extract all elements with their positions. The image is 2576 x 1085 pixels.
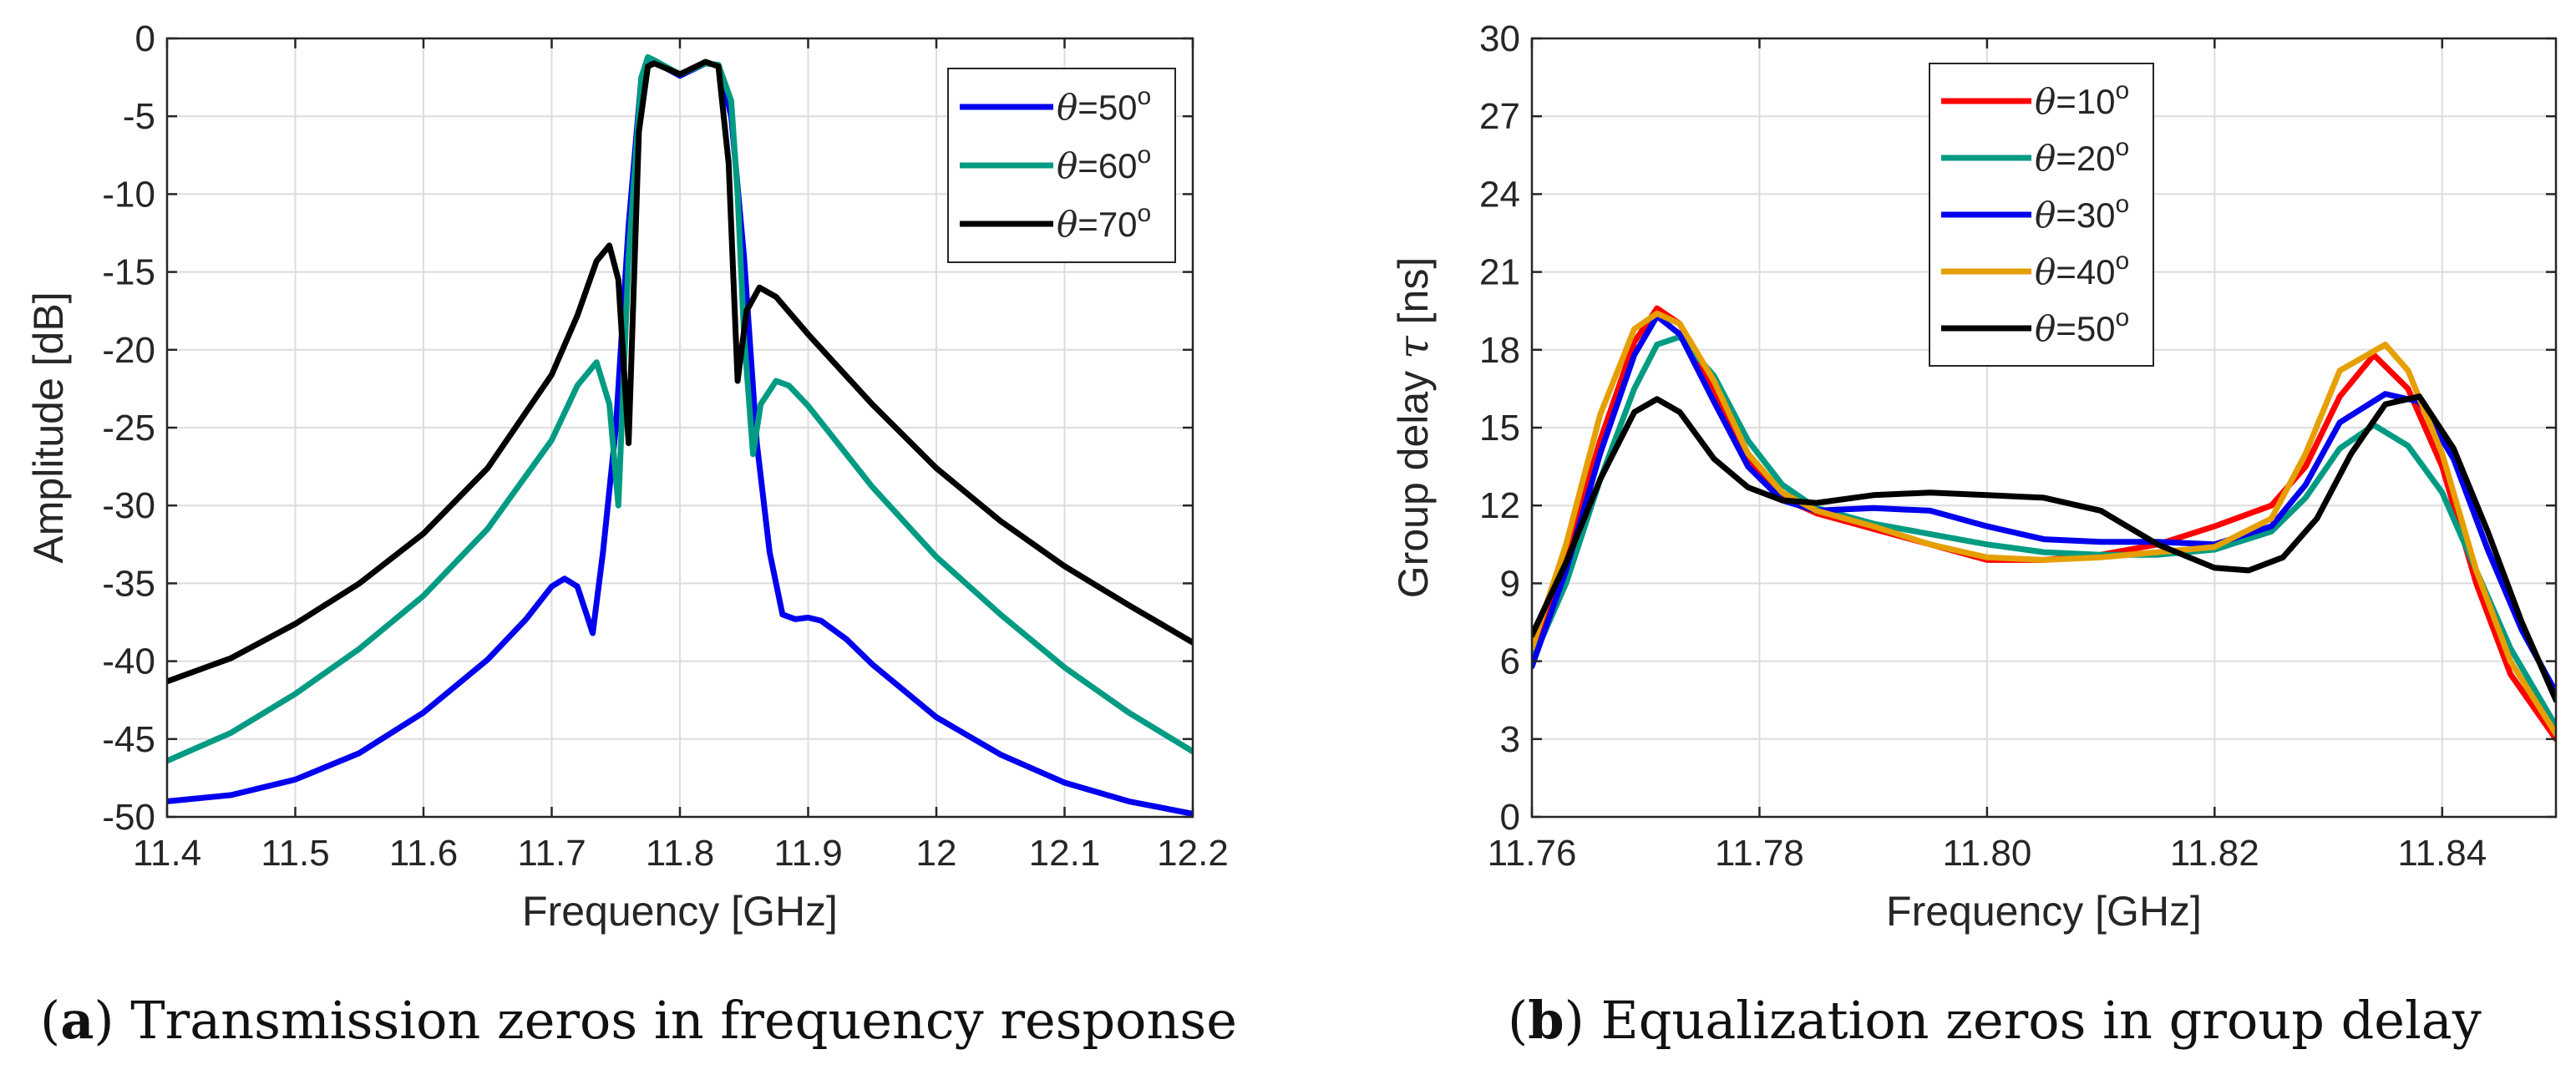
legend-value: =60 (1078, 146, 1137, 185)
y-tick-label: -20 (102, 330, 155, 371)
x-tick-label: 11.6 (389, 833, 458, 874)
x-tick-label: 11.5 (261, 833, 329, 874)
series-group-0 (167, 53, 1193, 817)
legend-entry-3: θ=30o (2035, 190, 2129, 236)
x-tick-label: 12.1 (1029, 833, 1101, 874)
legend-value: =50 (2056, 309, 2115, 348)
y-tick-label: -35 (102, 563, 155, 604)
series-line-1 (1532, 305, 2556, 743)
y-axis-label: Amplitude [dB] (25, 292, 72, 563)
legend-entry-1: θ=10o (2035, 77, 2129, 122)
x-tick-label: 11.80 (1942, 833, 2031, 874)
legend-value: =40 (2056, 252, 2115, 292)
series-line-3 (1532, 312, 2556, 696)
y-axis-label-text: Group delay (1390, 359, 1437, 598)
y-tick-label: 27 (1479, 96, 1520, 137)
y-tick-label: 0 (135, 18, 155, 59)
x-tick-label: 11.82 (2170, 833, 2259, 874)
legend-theta: θ (1057, 87, 1078, 128)
legend-degree: o (1138, 200, 1152, 227)
y-tick-label: -15 (102, 252, 155, 293)
x-tick-label: 12.2 (1157, 833, 1229, 874)
x-axis-label: Frequency [GHz] (522, 888, 838, 935)
legend-theta: θ (2035, 251, 2056, 292)
legend-degree: o (2116, 247, 2130, 275)
legend-degree: o (1138, 141, 1152, 169)
y-tick-label: 0 (1500, 797, 1520, 838)
y-tick-label: -5 (123, 96, 155, 137)
legend-value: =70 (1078, 205, 1137, 244)
y-tick-label: 21 (1479, 252, 1520, 293)
x-tick-label: 11.4 (133, 833, 201, 874)
legend-entry-2: θ=60o (1057, 141, 1151, 186)
y-tick-label: 18 (1479, 330, 1520, 371)
y-tick-label: -10 (102, 174, 155, 215)
y-tick-label: 12 (1479, 485, 1520, 526)
x-tick-label: 11.8 (646, 833, 714, 874)
legend-degree: o (1138, 83, 1152, 110)
legend-theta: θ (2035, 195, 2056, 236)
legend-degree: o (2116, 304, 2130, 332)
y-tick-label: 24 (1479, 174, 1520, 215)
series-line-4 (1532, 310, 2556, 738)
chart-panel-b: 11.76 11.78 11.80 11.82 11.84 0 3 6 9 12 15 18 21 24 2… (1389, 18, 2558, 935)
legend-value: =10 (2056, 82, 2115, 121)
series-line-2 (1532, 333, 2556, 729)
y-tick-label: -40 (102, 641, 155, 682)
legend-theta: θ (1057, 204, 1078, 245)
y-axis-label: Group delay τ [ns] (1389, 257, 1438, 598)
y-axis-label-symbol: τ (1389, 335, 1438, 359)
y-tick-label: -25 (102, 408, 155, 449)
legend-entry-3: θ=70o (1057, 200, 1151, 245)
legend-entry-1: θ=50o (1057, 83, 1151, 128)
legend-entry-2: θ=20o (2035, 134, 2129, 179)
legend-entry-4: θ=40o (2035, 247, 2129, 292)
y-tick-label: -45 (102, 719, 155, 760)
y-axis-label-unit: [ns] (1390, 257, 1437, 336)
y-tick-label: 15 (1479, 408, 1520, 449)
caption-a-letter: a (60, 990, 94, 1051)
y-tick-label: -30 (102, 485, 155, 526)
caption-b-letter: b (1528, 990, 1564, 1051)
y-tick-label: 6 (1500, 641, 1520, 682)
legend-theta: θ (2035, 138, 2056, 179)
legend-degree: o (2116, 190, 2130, 218)
legend-value: =20 (2056, 139, 2115, 178)
legend-value: =30 (2056, 195, 2115, 235)
y-tick-label: 9 (1500, 563, 1520, 604)
legend-theta: θ (2035, 81, 2056, 122)
x-axis-label: Frequency [GHz] (1886, 888, 2202, 935)
legend-theta: θ (2035, 308, 2056, 349)
legend-value: =50 (1078, 88, 1137, 127)
caption-b-text: Equalization zeros in group delay (1600, 990, 2482, 1051)
x-tick-label: 11.76 (1488, 833, 1577, 874)
x-tick-label: 12 (916, 833, 957, 874)
y-tick-label: 3 (1500, 719, 1520, 760)
x-tick-label: 11.9 (773, 833, 842, 874)
series-group-1 (1532, 305, 2556, 743)
caption-a: (a) Transmission zeros in frequency resp… (40, 990, 1237, 1051)
x-tick-label: 11.7 (517, 833, 586, 874)
series-line-3 (167, 58, 1193, 685)
legend-degree: o (2116, 134, 2130, 161)
caption-a-text: Transmission zeros in frequency response (130, 990, 1237, 1051)
y-tick-label: -50 (102, 797, 155, 838)
y-tick-label: 30 (1479, 18, 1520, 59)
legend-entry-5: θ=50o (2035, 304, 2129, 349)
chart-panel-a: 11.4 11.5 11.6 11.7 11.8 11.9 12 12.1 12.2 0 -5 -10… (25, 18, 1229, 935)
caption-b: (b) Equalization zeros in group delay (1508, 990, 2482, 1051)
legend-theta: θ (1057, 145, 1078, 186)
legend-degree: o (2116, 77, 2130, 104)
x-tick-label: 11.78 (1715, 833, 1804, 874)
series-line-5 (1532, 393, 2556, 703)
x-tick-label: 11.84 (2397, 833, 2487, 874)
